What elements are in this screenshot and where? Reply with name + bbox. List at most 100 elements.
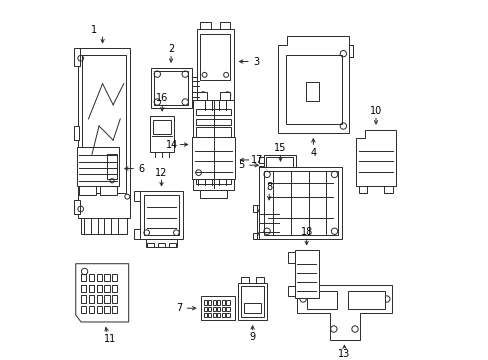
Bar bbox=[226, 313, 229, 318]
Bar bbox=[82, 55, 125, 193]
Bar bbox=[158, 243, 165, 247]
Bar bbox=[200, 34, 230, 80]
Bar bbox=[96, 306, 102, 313]
Bar bbox=[263, 171, 337, 235]
Text: 6: 6 bbox=[138, 163, 144, 174]
Bar bbox=[241, 286, 264, 318]
Text: 7: 7 bbox=[176, 303, 182, 313]
Bar bbox=[307, 291, 337, 309]
Bar bbox=[196, 138, 231, 145]
Bar bbox=[150, 117, 174, 152]
Bar bbox=[219, 93, 230, 100]
Bar bbox=[252, 233, 256, 239]
Bar bbox=[266, 157, 293, 173]
Bar bbox=[134, 192, 140, 201]
Bar bbox=[264, 155, 295, 175]
Bar bbox=[77, 147, 119, 186]
Bar bbox=[74, 126, 79, 140]
Text: 4: 4 bbox=[310, 148, 316, 158]
Bar bbox=[203, 307, 206, 311]
Text: 8: 8 bbox=[265, 182, 272, 192]
Bar bbox=[192, 137, 234, 179]
Bar bbox=[134, 229, 140, 239]
Bar bbox=[217, 301, 220, 305]
Bar bbox=[222, 307, 224, 311]
Bar bbox=[226, 307, 229, 311]
Text: 13: 13 bbox=[338, 350, 350, 359]
Bar bbox=[212, 301, 216, 305]
Bar bbox=[258, 166, 264, 172]
Bar bbox=[201, 296, 235, 320]
Bar bbox=[147, 243, 154, 247]
Bar bbox=[191, 77, 198, 100]
Bar bbox=[259, 167, 342, 239]
Bar bbox=[383, 186, 392, 193]
Bar bbox=[196, 158, 231, 165]
Bar bbox=[222, 313, 224, 318]
Bar bbox=[203, 301, 206, 305]
Bar bbox=[154, 71, 187, 105]
Bar bbox=[258, 157, 264, 163]
Bar bbox=[81, 285, 86, 292]
Bar bbox=[89, 285, 94, 292]
Bar bbox=[200, 22, 210, 29]
Bar bbox=[196, 118, 231, 125]
Text: 16: 16 bbox=[156, 93, 168, 103]
Bar bbox=[347, 291, 384, 309]
Text: 1: 1 bbox=[90, 25, 97, 35]
Bar bbox=[200, 190, 226, 198]
Bar bbox=[140, 192, 183, 239]
Bar bbox=[104, 285, 109, 292]
Bar bbox=[195, 127, 231, 137]
Bar bbox=[196, 109, 231, 115]
Bar bbox=[100, 186, 117, 195]
Bar bbox=[89, 306, 94, 313]
Text: 15: 15 bbox=[274, 143, 286, 153]
Bar bbox=[81, 296, 86, 302]
Bar bbox=[219, 22, 230, 29]
Bar bbox=[196, 129, 231, 135]
Bar bbox=[81, 274, 86, 282]
Text: 12: 12 bbox=[155, 168, 167, 177]
Text: 18: 18 bbox=[300, 226, 312, 237]
Bar bbox=[104, 274, 109, 282]
Bar bbox=[168, 243, 175, 247]
Bar bbox=[112, 285, 117, 292]
Bar bbox=[145, 239, 177, 247]
Bar bbox=[196, 168, 231, 174]
Text: 9: 9 bbox=[249, 332, 255, 342]
Bar bbox=[217, 307, 220, 311]
Bar bbox=[358, 186, 366, 193]
Bar bbox=[196, 178, 231, 184]
Bar bbox=[256, 277, 264, 283]
Text: 17: 17 bbox=[250, 155, 263, 165]
Bar bbox=[288, 252, 294, 263]
Bar bbox=[217, 313, 220, 318]
Bar bbox=[244, 302, 261, 313]
Bar bbox=[96, 296, 102, 302]
Bar bbox=[222, 301, 224, 305]
Bar bbox=[79, 186, 95, 195]
Bar bbox=[241, 277, 248, 283]
Bar bbox=[208, 313, 211, 318]
Bar bbox=[193, 100, 233, 190]
Bar bbox=[294, 250, 318, 298]
Bar bbox=[212, 313, 216, 318]
Bar bbox=[212, 307, 216, 311]
Bar bbox=[89, 296, 94, 302]
Bar bbox=[88, 158, 106, 183]
Text: 10: 10 bbox=[369, 106, 381, 116]
Bar bbox=[74, 48, 80, 66]
Bar bbox=[226, 301, 229, 305]
Bar bbox=[256, 206, 281, 239]
Text: 11: 11 bbox=[104, 334, 116, 344]
Bar bbox=[197, 93, 207, 100]
Bar bbox=[208, 301, 211, 305]
Bar bbox=[196, 148, 231, 155]
Bar bbox=[96, 285, 102, 292]
Text: 2: 2 bbox=[167, 44, 174, 54]
Bar bbox=[96, 274, 102, 282]
Bar bbox=[288, 285, 294, 296]
Bar bbox=[305, 82, 318, 101]
Bar bbox=[202, 101, 228, 110]
